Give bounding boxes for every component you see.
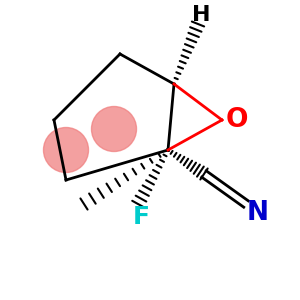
Circle shape [92, 106, 136, 152]
Text: F: F [133, 206, 149, 230]
Text: N: N [247, 200, 269, 226]
Circle shape [44, 128, 88, 172]
Text: O: O [226, 107, 248, 133]
Text: H: H [192, 5, 210, 25]
